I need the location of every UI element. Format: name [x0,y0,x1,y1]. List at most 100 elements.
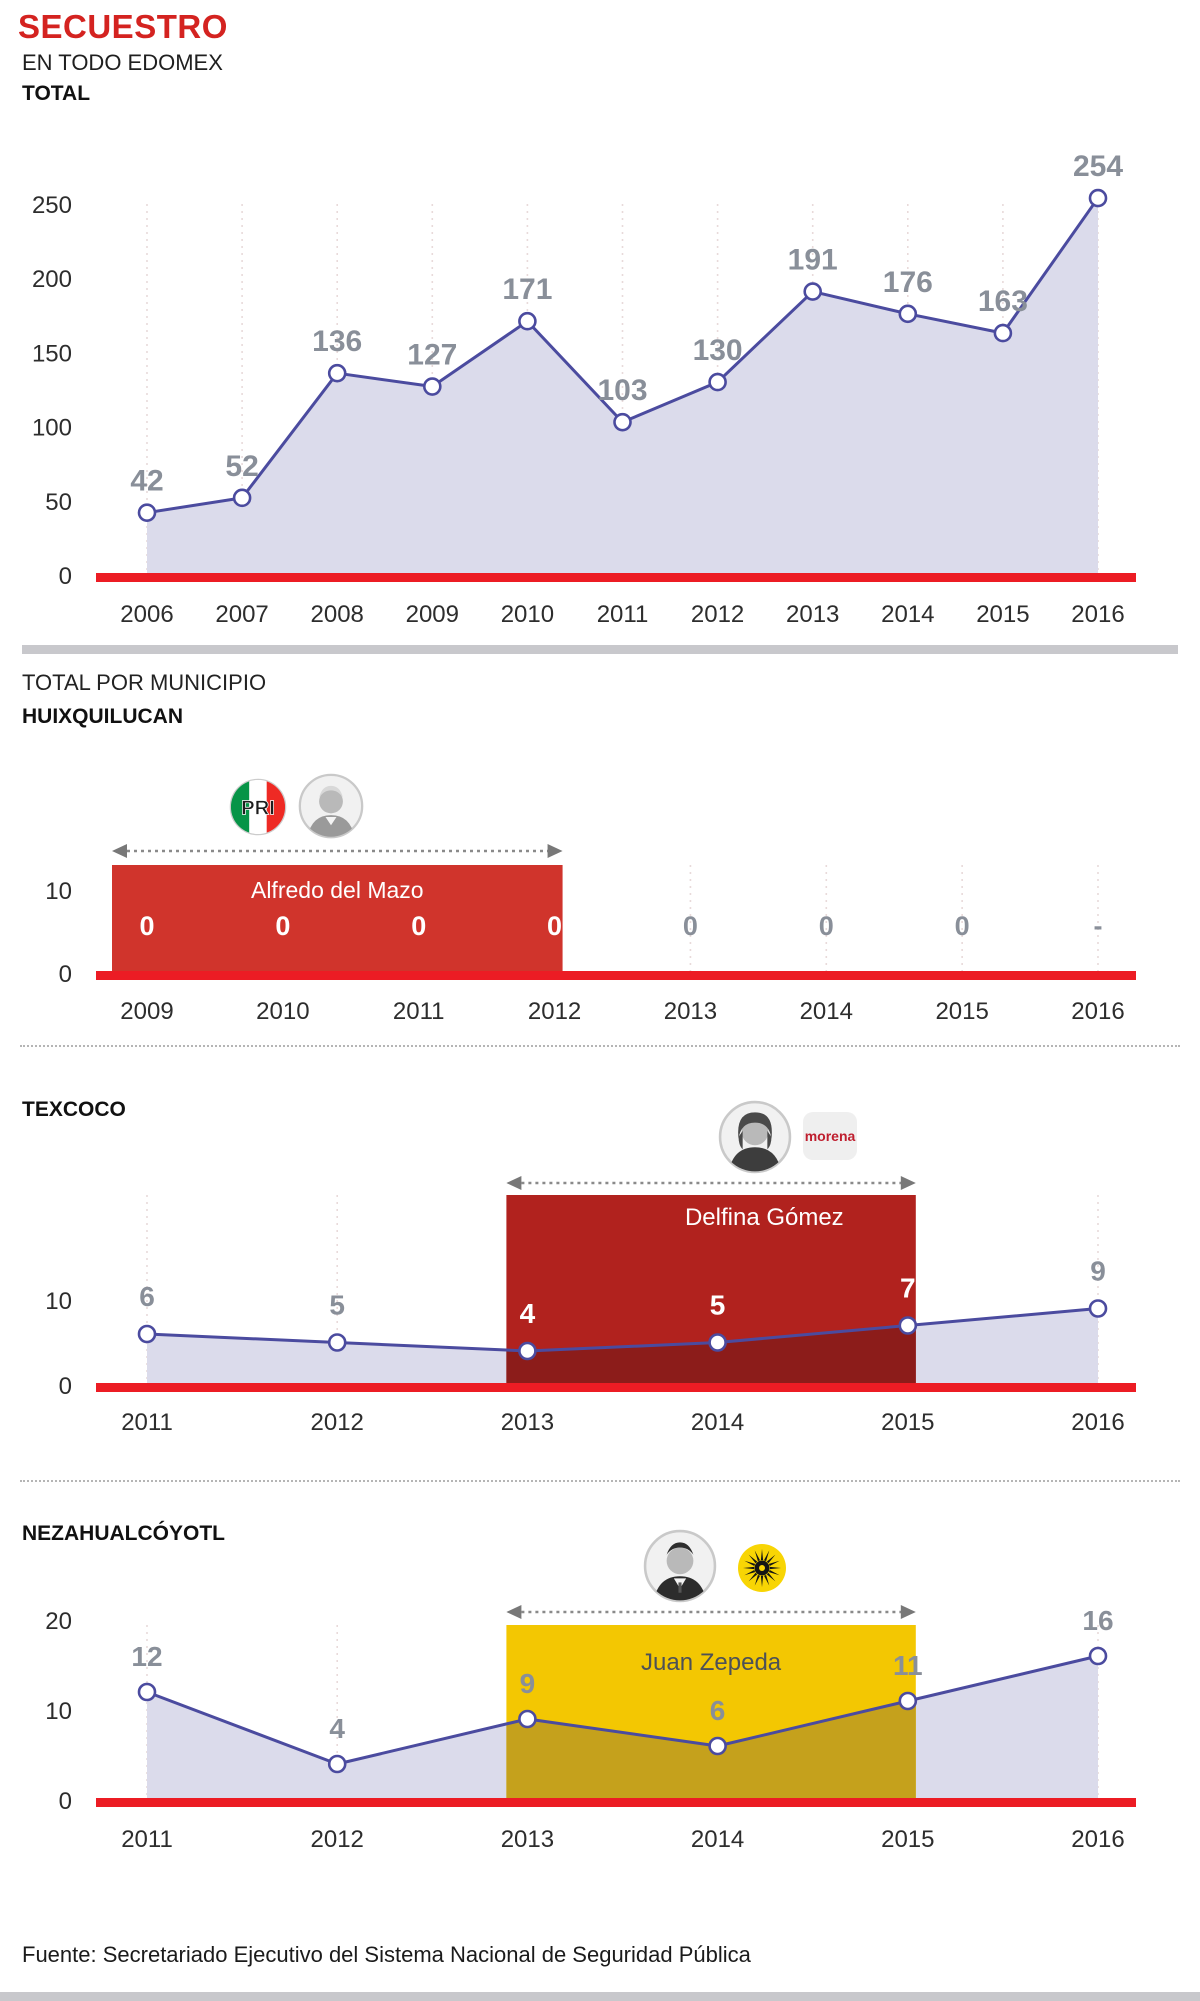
svg-text:2013: 2013 [786,601,839,628]
svg-text:5: 5 [329,1290,345,1321]
svg-text:2016: 2016 [1071,998,1124,1025]
svg-text:10: 10 [45,1698,72,1725]
chart-title-nezahualcoyotl: NEZAHUALCÓYOTL [22,1522,225,1545]
svg-text:2015: 2015 [935,998,988,1025]
dotted-divider [20,1480,1180,1482]
svg-text:2014: 2014 [800,998,853,1025]
svg-text:10: 10 [45,878,72,905]
chart-title-texcoco: TEXCOCO [22,1098,126,1121]
svg-text:2015: 2015 [881,1826,934,1853]
page-title: SECUESTRO [18,8,228,45]
svg-text:100: 100 [32,415,72,442]
svg-text:4: 4 [520,1298,536,1329]
chart-title-total: TOTAL [22,82,91,105]
svg-text:-: - [1094,911,1103,941]
svg-text:16: 16 [1082,1605,1113,1636]
svg-text:20: 20 [45,1608,72,1635]
svg-text:50: 50 [45,489,72,516]
svg-text:2015: 2015 [881,1409,934,1436]
texcoco-chart: 6 5 4 5 7 9 0 10 2011 2012 2013 2014 2015 2016 Delfina… [45,1176,1136,1436]
section-divider [22,645,1178,654]
svg-text:2007: 2007 [215,601,268,628]
nezahualcoyotl-chart: 12 4 9 6 11 16 0 10 20 2011 2012 2013 2014 2015 2016 Ju… [45,1605,1136,1853]
svg-text:0: 0 [955,911,970,941]
svg-text:Alfredo del Mazo: Alfredo del Mazo [251,877,424,903]
svg-text:254: 254 [1073,150,1123,183]
svg-text:127: 127 [407,339,457,372]
svg-text:2014: 2014 [691,1826,744,1853]
svg-text:2012: 2012 [528,998,581,1025]
source-note: Fuente: Secretariado Ejecutivo del Siste… [22,1942,751,1967]
svg-text:0: 0 [275,911,290,941]
pri-logo-icon: PRI [229,778,287,836]
svg-text:2006: 2006 [120,601,173,628]
svg-text:250: 250 [32,192,72,219]
svg-text:130: 130 [693,334,743,367]
svg-text:2014: 2014 [881,601,934,628]
svg-text:2010: 2010 [501,601,554,628]
huixquilucan-chart: 0 0 0 0 0 0 0 - 0 10 2009 2010 2011 2012 2013 2014 2015 2… [45,844,1136,1025]
svg-text:2011: 2011 [121,1826,173,1853]
svg-text:52: 52 [225,450,258,483]
svg-text:0: 0 [59,1373,72,1400]
svg-text:12: 12 [131,1641,162,1672]
svg-text:PRI: PRI [241,798,275,820]
svg-text:6: 6 [710,1695,726,1726]
svg-text:10: 10 [45,1288,72,1315]
alfredo-del-mazo-photo [298,773,364,839]
bottom-divider [0,1992,1200,2001]
delfina-gomez-photo [718,1100,792,1174]
svg-text:0: 0 [59,1788,72,1815]
morena-logo-label: morena [804,1128,856,1144]
alfredo-del-mazo-photo [298,773,364,839]
svg-text:11: 11 [893,1650,923,1681]
svg-text:2010: 2010 [256,998,309,1025]
svg-text:200: 200 [32,266,72,293]
svg-text:2012: 2012 [311,1826,364,1853]
svg-text:0: 0 [547,911,562,941]
svg-text:0: 0 [819,911,834,941]
delfina-gomez-photo [718,1100,792,1174]
svg-text:2014: 2014 [691,1409,744,1436]
svg-text:2009: 2009 [120,998,173,1025]
svg-text:2009: 2009 [406,601,459,628]
total-chart: 42 52 136 127 171 103 130 191 176 163 254 0 50 100 150… [32,150,1136,628]
svg-text:2016: 2016 [1071,1409,1124,1436]
svg-text:176: 176 [883,266,933,299]
svg-text:2013: 2013 [501,1409,554,1436]
svg-text:2013: 2013 [664,998,717,1025]
prd-sun-logo-icon [737,1543,787,1593]
svg-text:2016: 2016 [1071,1826,1124,1853]
svg-text:0: 0 [59,563,72,590]
svg-text:Juan Zepeda: Juan Zepeda [641,1649,782,1676]
pri-logo-icon: PRI [229,778,287,836]
svg-text:2016: 2016 [1071,601,1124,628]
dotted-divider [20,1045,1180,1047]
svg-text:163: 163 [978,285,1028,318]
page-subtitle: EN TODO EDOMEX [22,50,223,75]
chart-title-huixquilucan: HUIXQUILUCAN [22,705,183,728]
svg-text:0: 0 [139,911,154,941]
svg-text:42: 42 [130,465,163,498]
municipio-section-label: TOTAL POR MUNICIPIO [22,670,267,695]
svg-text:136: 136 [312,325,362,358]
svg-text:2012: 2012 [691,601,744,628]
svg-text:2008: 2008 [311,601,364,628]
svg-text:191: 191 [788,244,838,277]
svg-text:150: 150 [32,340,72,367]
svg-text:2011: 2011 [393,998,445,1025]
svg-text:6: 6 [139,1281,155,1312]
morena-logo-icon: morena [803,1112,857,1160]
svg-text:5: 5 [710,1290,726,1321]
svg-text:9: 9 [520,1668,536,1699]
svg-text:2013: 2013 [501,1826,554,1853]
svg-text:0: 0 [683,911,698,941]
svg-text:2015: 2015 [976,601,1029,628]
svg-text:2012: 2012 [311,1409,364,1436]
svg-text:2011: 2011 [121,1409,173,1436]
svg-text:0: 0 [411,911,426,941]
svg-text:7: 7 [900,1273,916,1304]
juan-zepeda-photo [643,1529,717,1603]
prd-sun-logo-icon [737,1543,787,1593]
